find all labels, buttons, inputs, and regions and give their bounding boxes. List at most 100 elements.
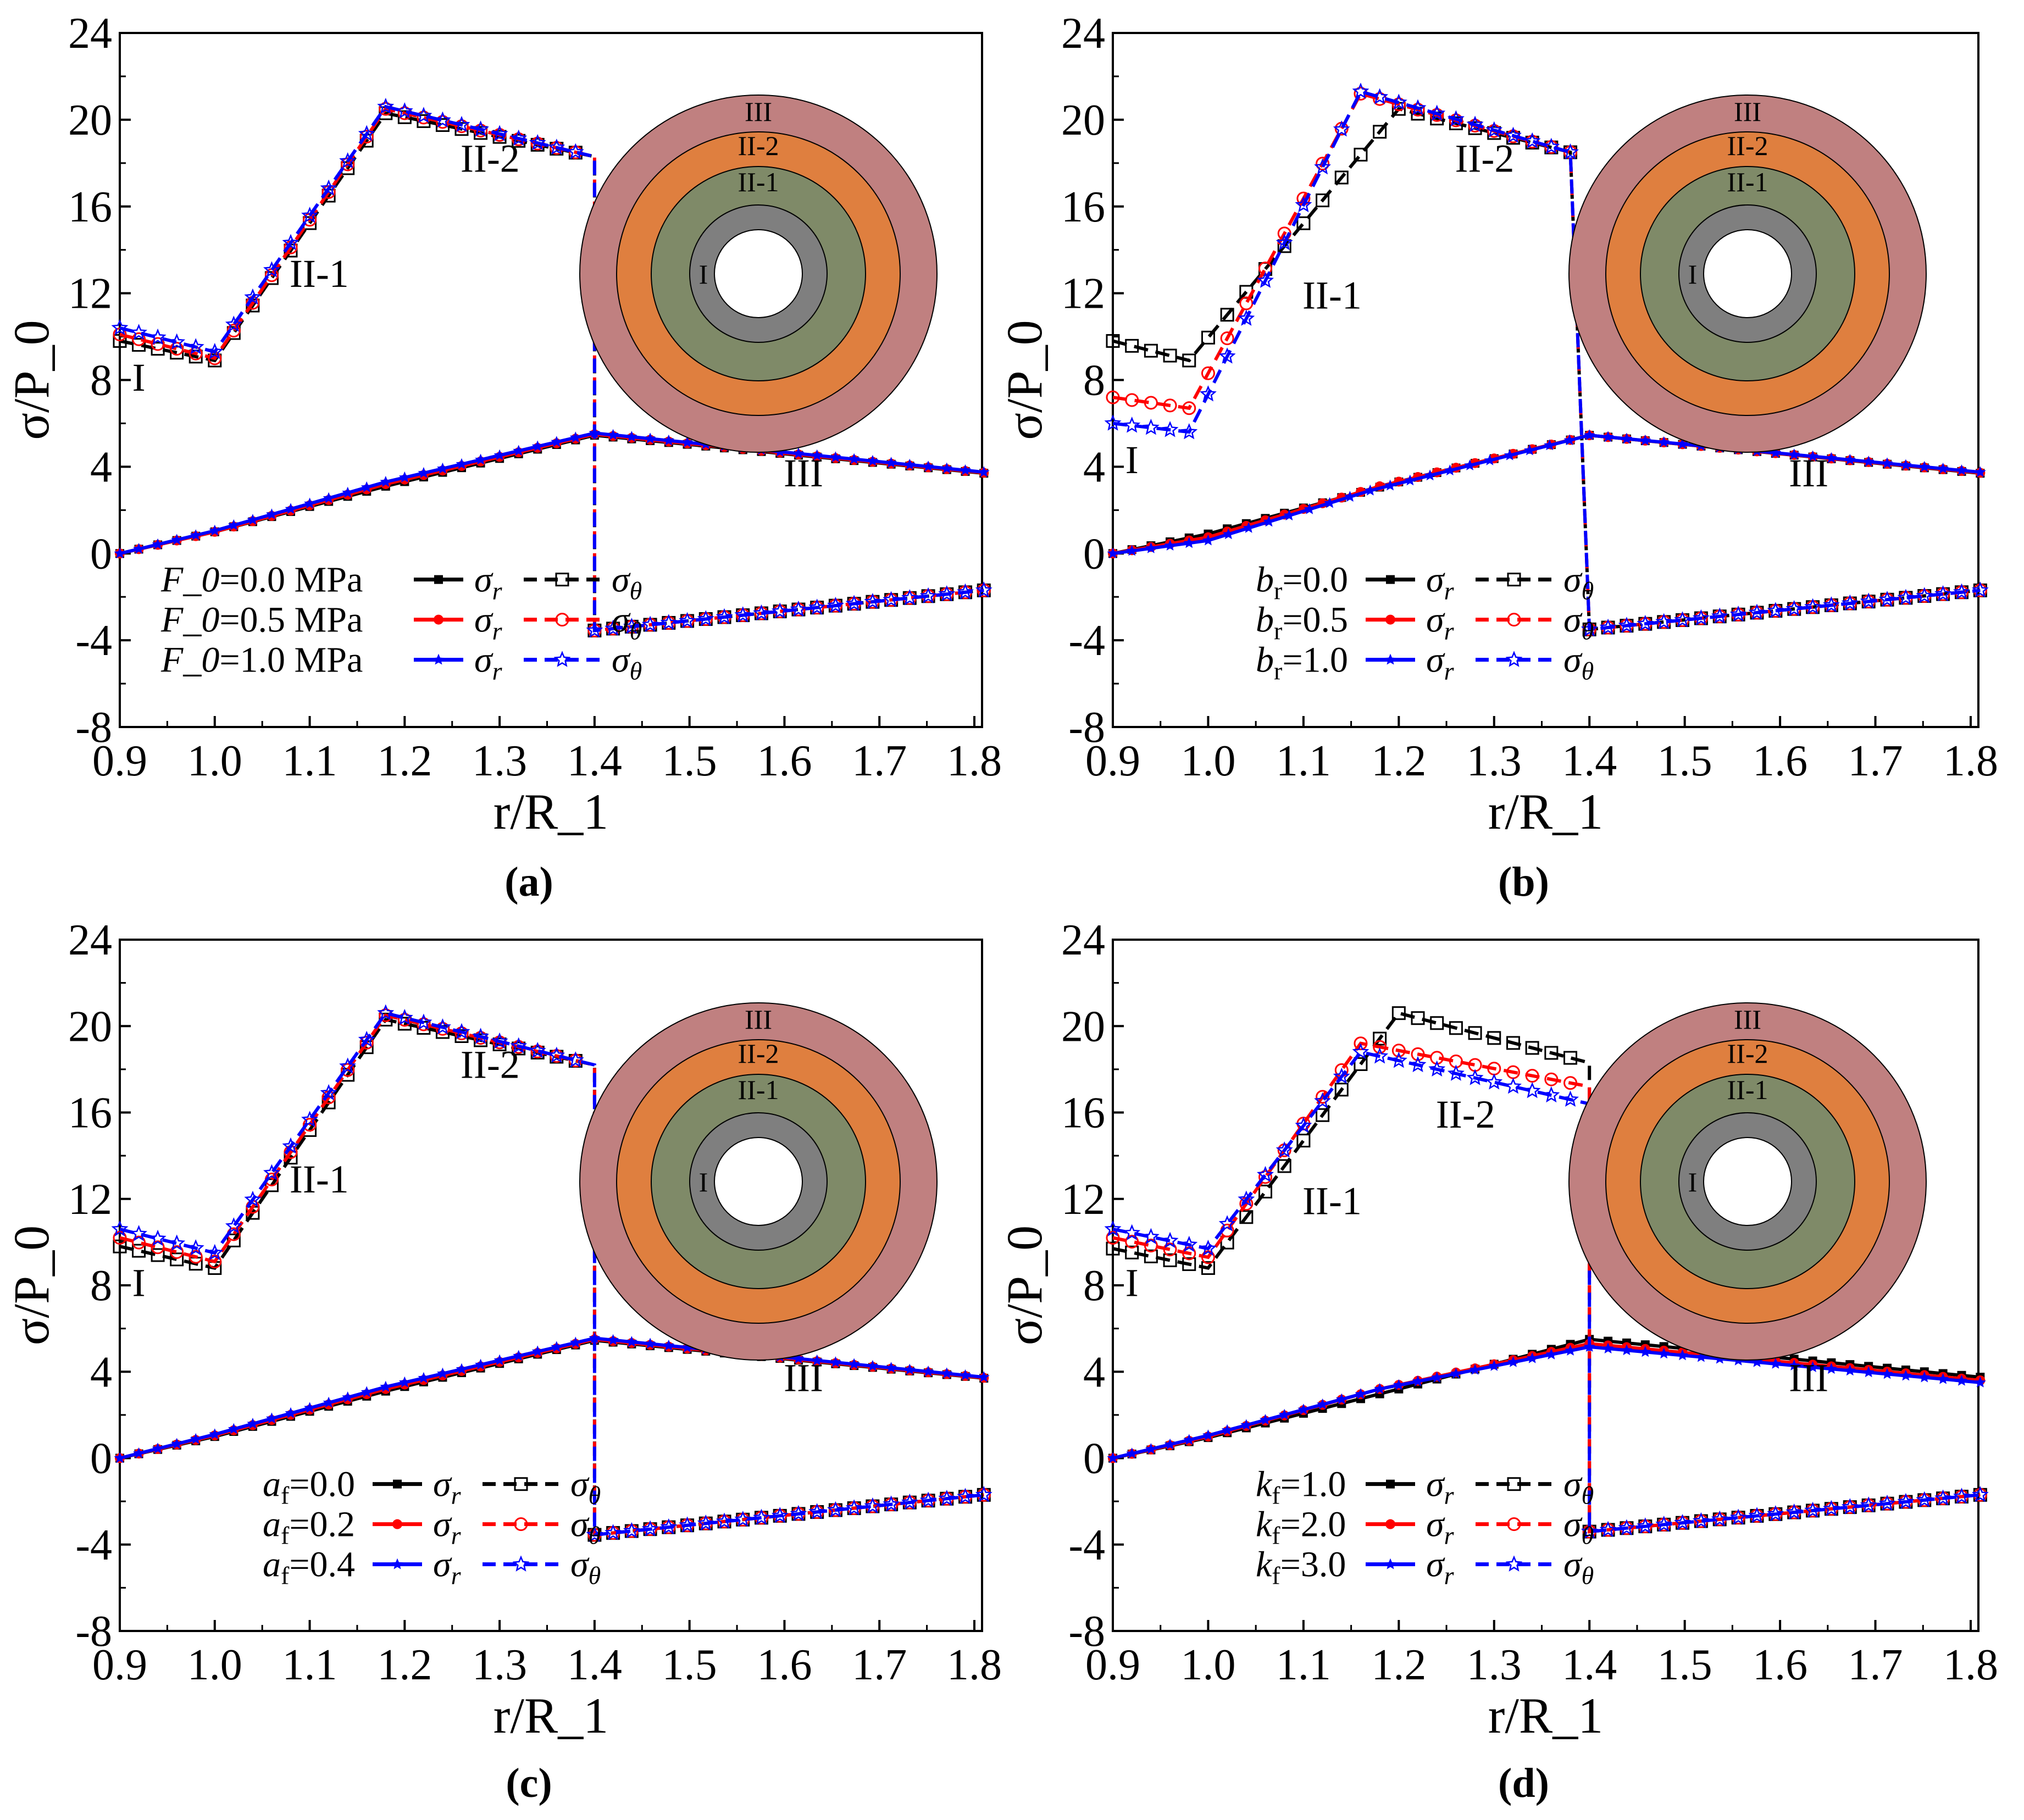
- sigma-theta-point: [1411, 103, 1425, 117]
- sigma-theta-point: [263, 261, 280, 278]
- sigma-theta-point: [1182, 353, 1196, 368]
- sigma-theta-point: [567, 143, 584, 159]
- legend-sigma-theta-label: σθ: [1563, 600, 1594, 645]
- sigma-theta-point: [1504, 1078, 1522, 1094]
- legend-sigma-theta-label: σθ: [570, 1505, 601, 1550]
- legend-param: F_0: [160, 600, 219, 640]
- sigma-r-point: [475, 453, 486, 465]
- sigma-theta-point: [341, 157, 355, 171]
- ring-label-II-2: II-2: [738, 130, 779, 161]
- legend-sigma-r-label: σr: [433, 1464, 462, 1510]
- legend-sigma-theta-marker: [555, 613, 569, 627]
- sigma-r-point: [1565, 1345, 1576, 1356]
- sigma-r-point: [513, 445, 525, 456]
- sigma-r-point: [1956, 1374, 1967, 1386]
- sigma-theta-point: [1822, 1500, 1840, 1516]
- sigma-r-point: [1770, 447, 1782, 458]
- ring-diagram: III II-2 II-1 I: [579, 1002, 938, 1361]
- sigma-theta-point: [396, 102, 413, 119]
- sigma-theta-point: [1142, 419, 1160, 435]
- sigma-r-point: [1243, 521, 1255, 533]
- sigma-theta-point: [1125, 1245, 1139, 1259]
- sigma-theta-point: [1276, 1141, 1293, 1158]
- sigma-theta-point: [641, 1520, 659, 1536]
- sigma-theta-line: [1112, 90, 1981, 631]
- sigma-theta-point: [339, 152, 357, 169]
- legend-sigma-r-sub: r: [1444, 1522, 1455, 1550]
- sigma-r-point: [1677, 1349, 1688, 1361]
- legend-param-sub: f: [281, 1562, 290, 1590]
- sigma-theta-point: [510, 129, 528, 146]
- sigma-r-point: [1900, 459, 1912, 470]
- sigma-r-point: [960, 464, 971, 475]
- sigma-theta-point: [415, 1013, 432, 1030]
- legend-value: =0.5: [1282, 600, 1348, 640]
- series-2: [1104, 1043, 1989, 1539]
- sigma-theta-point: [1916, 1491, 1933, 1508]
- sigma-theta-point: [206, 342, 224, 359]
- sigma-theta-point: [1314, 158, 1331, 175]
- legend-sigma-theta-sub: θ: [630, 657, 642, 685]
- sigma-theta-point: [1692, 1512, 1710, 1529]
- legend-param-sub: f: [281, 1481, 290, 1510]
- sigma-theta-point: [641, 615, 659, 632]
- sigma-r-point: [1658, 436, 1670, 447]
- sigma-theta-point: [149, 1229, 167, 1246]
- panel-caption: (d): [1498, 1760, 1549, 1806]
- sigma-r-point: [493, 449, 506, 460]
- sigma-theta-point: [1581, 1522, 1598, 1539]
- ring-label-III: III: [745, 1004, 772, 1035]
- ring-hole: [1703, 1137, 1792, 1226]
- sigma-theta-point: [1218, 1215, 1236, 1231]
- sigma-r-point: [1504, 449, 1516, 460]
- sigma-r-point: [607, 1334, 619, 1345]
- legend-value: =3.0: [1280, 1545, 1346, 1585]
- sigma-theta-point: [1860, 1496, 1877, 1513]
- sigma-r-point: [1355, 1388, 1367, 1399]
- y-tick-label: -8: [75, 1607, 112, 1656]
- sigma-r-point: [1297, 1403, 1310, 1415]
- legend-sigma-theta-marker: [512, 1555, 530, 1572]
- region-label: II-2: [1455, 137, 1514, 181]
- sigma-r-point: [978, 466, 990, 478]
- sigma-theta-point: [132, 338, 146, 352]
- sigma-theta-point: [1391, 1006, 1406, 1020]
- region-label: III: [784, 1356, 823, 1400]
- sigma-r-point: [266, 508, 278, 520]
- sigma-r-point: [171, 534, 183, 545]
- legend-sigma-r-sub: r: [451, 1522, 462, 1550]
- sigma-r-point: [1240, 1419, 1252, 1430]
- sigma-theta-point: [187, 1239, 204, 1256]
- sigma-theta-point: [1373, 1031, 1387, 1046]
- legend-param: b: [1256, 560, 1274, 600]
- legend-sigma-r-label: σr: [1426, 560, 1455, 605]
- sigma-r-point: [1384, 479, 1396, 491]
- x-tick-label: 1.4: [567, 1641, 622, 1689]
- sigma-theta-point: [1390, 1051, 1407, 1068]
- x-tick-label: 1.1: [1276, 1641, 1331, 1689]
- sigma-theta-point: [1878, 591, 1896, 607]
- x-tick-label: 1.7: [852, 1641, 907, 1689]
- y-tick-label: 8: [90, 1262, 112, 1310]
- legend-sigma-r-label: σr: [433, 1545, 462, 1590]
- x-tick-label: 1.0: [187, 1641, 242, 1689]
- legend-sigma-r-sub: r: [492, 577, 503, 605]
- legend-sigma-r-marker: [392, 1519, 402, 1529]
- sigma-r-point: [1918, 460, 1931, 472]
- sigma-theta-point: [957, 583, 974, 600]
- sigma-theta-point: [1563, 1051, 1578, 1065]
- legend-sigma-theta-symbol: σ: [1563, 600, 1583, 640]
- sigma-theta-point: [605, 619, 622, 636]
- sigma-r-point: [247, 1418, 259, 1429]
- sigma-theta-point: [1314, 1092, 1331, 1109]
- legend-label: br=0.0: [1256, 560, 1348, 605]
- x-tick-label: 1.6: [1753, 737, 1807, 785]
- x-tick-label: 1.5: [662, 1641, 717, 1689]
- sigma-r-point: [133, 1447, 145, 1458]
- sigma-r-point: [1126, 545, 1138, 556]
- sigma-theta-point: [734, 606, 752, 623]
- sigma-r-point: [152, 1442, 164, 1454]
- legend-param: a: [263, 1464, 281, 1505]
- sigma-theta-point: [734, 1511, 752, 1527]
- y-tick-label: 12: [68, 1175, 112, 1224]
